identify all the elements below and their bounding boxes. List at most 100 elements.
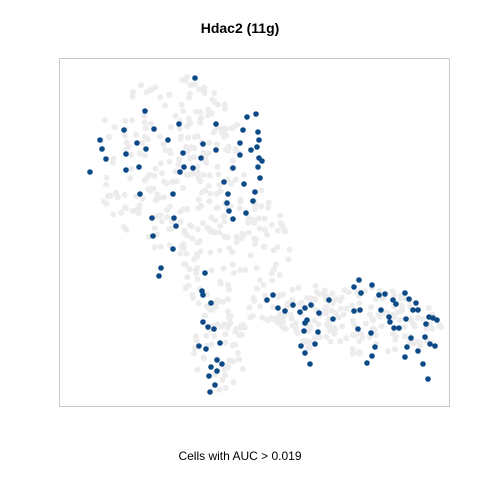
background-cell-point: [142, 133, 148, 140]
background-cell-point: [245, 214, 252, 221]
highlighted-cell-point: [302, 350, 308, 356]
background-cell-point: [232, 145, 239, 152]
background-cell-point: [260, 281, 267, 288]
highlighted-cell-point: [376, 292, 382, 298]
background-cell-point: [214, 164, 221, 170]
background-cell-point: [222, 339, 229, 346]
highlighted-cell-point: [136, 164, 142, 170]
background-cell-point: [117, 209, 124, 216]
background-cell-point: [195, 205, 202, 212]
background-cell-point: [195, 196, 202, 203]
background-cell-point: [251, 297, 258, 304]
background-cell-point: [253, 264, 260, 271]
background-cell-point: [104, 192, 111, 199]
highlighted-cell-point: [208, 300, 214, 306]
background-cell-point: [276, 292, 283, 299]
background-cell-point: [194, 366, 201, 373]
background-cell-point: [280, 324, 287, 330]
background-cell-point: [225, 362, 231, 369]
background-cell-point: [138, 82, 145, 89]
background-cell-point: [200, 149, 207, 156]
highlighted-cell-point: [177, 169, 183, 175]
highlighted-cell-point: [355, 326, 361, 332]
background-cell-point: [141, 119, 148, 126]
highlighted-cell-point: [364, 360, 370, 366]
background-cell-point: [110, 211, 117, 218]
background-cell-point: [327, 338, 334, 345]
background-cell-point: [385, 348, 391, 355]
background-cell-point: [193, 108, 200, 115]
background-cell-point: [255, 215, 262, 222]
background-cell-point: [139, 195, 146, 202]
background-cell-point: [241, 171, 248, 178]
background-cell-point: [261, 226, 268, 233]
background-cell-point: [274, 314, 281, 321]
highlighted-cell-point: [225, 191, 231, 197]
background-cell-point: [180, 184, 186, 191]
highlighted-cell-point: [304, 317, 310, 323]
background-cell-point: [366, 334, 373, 341]
highlighted-cell-point: [255, 129, 261, 135]
background-cell-point: [237, 198, 244, 205]
background-cell-point: [206, 139, 213, 146]
background-cell-point: [345, 289, 352, 296]
background-cell-point: [164, 214, 171, 221]
background-cell-point: [103, 181, 109, 188]
background-cell-point: [225, 143, 232, 150]
background-cell-point: [210, 129, 217, 136]
background-cell-point: [407, 315, 414, 322]
highlighted-cell-point: [302, 305, 308, 311]
background-cell-point: [197, 115, 204, 122]
background-cell-point: [127, 175, 134, 182]
highlighted-cell-point: [213, 121, 219, 127]
background-cell-point: [221, 130, 228, 137]
background-cell-point: [201, 84, 208, 91]
highlighted-cell-point: [415, 307, 421, 313]
highlighted-cell-point: [259, 158, 265, 164]
background-cell-point: [191, 345, 198, 351]
background-cell-point: [163, 180, 170, 187]
background-cell-point: [151, 173, 158, 179]
background-cell-point: [209, 306, 216, 313]
background-cell-point: [203, 332, 210, 339]
highlighted-cell-point: [326, 297, 332, 303]
background-cell-point: [207, 249, 214, 256]
background-cell-point: [378, 323, 385, 330]
background-cell-point: [185, 282, 192, 289]
background-cell-point: [265, 199, 272, 206]
background-cell-point: [282, 228, 289, 235]
background-cell-point: [236, 332, 243, 339]
background-cell-point: [230, 269, 237, 276]
highlighted-cell-point: [192, 75, 198, 81]
background-cell-point: [376, 287, 383, 294]
background-cell-point: [338, 294, 345, 301]
background-cell-point: [289, 297, 296, 304]
background-cell-point: [423, 325, 430, 332]
background-cell-point: [214, 190, 220, 197]
background-cell-point: [259, 314, 266, 321]
background-cell-point: [261, 215, 268, 222]
background-cell-point: [201, 355, 208, 362]
highlighted-cell-point: [425, 376, 431, 382]
highlighted-cell-point: [282, 308, 288, 314]
background-cell-point: [257, 303, 263, 310]
highlighted-cell-point: [158, 265, 164, 271]
highlighted-cell-point: [202, 270, 208, 276]
background-cell-point: [285, 256, 292, 263]
highlighted-cell-point: [123, 167, 129, 173]
background-cell-point: [145, 186, 152, 192]
background-cell-point: [194, 226, 201, 233]
background-cell-point: [234, 350, 241, 356]
highlighted-cell-point: [330, 316, 336, 322]
background-cell-point: [197, 109, 204, 116]
background-cell-point: [389, 331, 396, 337]
background-cell-point: [349, 302, 355, 309]
background-cell-point: [379, 295, 386, 302]
background-cell-point: [329, 290, 336, 297]
highlighted-cell-point: [214, 357, 220, 363]
background-cell-point: [315, 321, 322, 328]
highlighted-cell-point: [230, 165, 236, 171]
highlighted-cell-point: [315, 329, 321, 335]
background-cell-point: [201, 312, 208, 319]
background-cell-point: [250, 216, 257, 223]
